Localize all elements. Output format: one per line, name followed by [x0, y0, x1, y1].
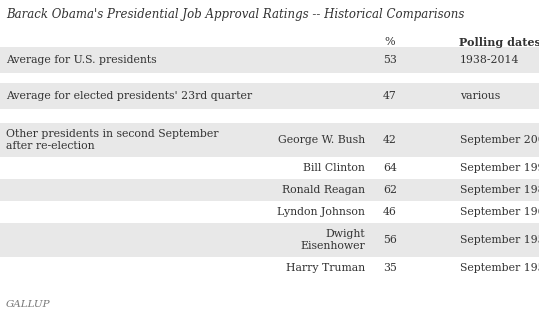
Text: Other presidents in second September
after re-election: Other presidents in second September aft… — [6, 129, 218, 151]
Text: 53: 53 — [383, 55, 397, 65]
Bar — [0, 123, 539, 157]
Text: September 1986: September 1986 — [460, 185, 539, 195]
Text: 35: 35 — [383, 263, 397, 273]
Text: various: various — [460, 91, 500, 101]
Text: George W. Bush: George W. Bush — [278, 135, 365, 145]
Text: September 1958: September 1958 — [460, 235, 539, 245]
Text: Average for elected presidents' 23rd quarter: Average for elected presidents' 23rd qua… — [6, 91, 252, 101]
Text: September 2006: September 2006 — [460, 135, 539, 145]
Text: September 1950: September 1950 — [460, 263, 539, 273]
Bar — [0, 257, 539, 279]
Bar — [0, 47, 539, 73]
Text: Average for U.S. presidents: Average for U.S. presidents — [6, 55, 157, 65]
Text: Harry Truman: Harry Truman — [286, 263, 365, 273]
Text: 56: 56 — [383, 235, 397, 245]
Bar — [0, 157, 539, 179]
Text: 42: 42 — [383, 135, 397, 145]
Text: September 1966: September 1966 — [460, 207, 539, 217]
Text: Ronald Reagan: Ronald Reagan — [282, 185, 365, 195]
Text: Polling dates: Polling dates — [459, 37, 539, 48]
Text: Barack Obama's Presidential Job Approval Ratings -- Historical Comparisons: Barack Obama's Presidential Job Approval… — [6, 8, 465, 21]
Text: Bill Clinton: Bill Clinton — [303, 163, 365, 173]
Bar — [0, 201, 539, 223]
Text: September 1998: September 1998 — [460, 163, 539, 173]
Bar — [0, 109, 539, 123]
Text: 47: 47 — [383, 91, 397, 101]
Bar — [0, 83, 539, 109]
Text: 46: 46 — [383, 207, 397, 217]
Text: 62: 62 — [383, 185, 397, 195]
Text: %: % — [385, 37, 395, 47]
Bar — [0, 223, 539, 257]
Text: Dwight
Eisenhower: Dwight Eisenhower — [300, 229, 365, 251]
Text: 1938-2014: 1938-2014 — [460, 55, 520, 65]
Bar — [0, 179, 539, 201]
Text: 64: 64 — [383, 163, 397, 173]
Bar — [0, 73, 539, 83]
Text: GALLUP: GALLUP — [6, 300, 51, 309]
Text: Lyndon Johnson: Lyndon Johnson — [277, 207, 365, 217]
